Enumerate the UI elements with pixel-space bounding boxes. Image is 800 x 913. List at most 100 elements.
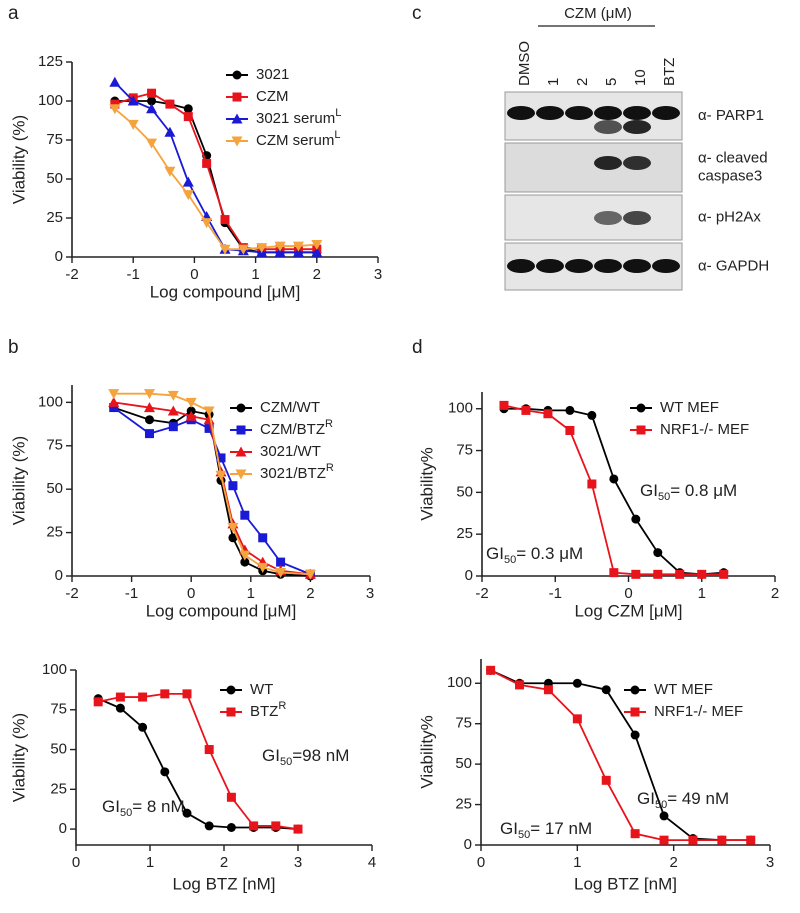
x-tick-label: -2 bbox=[65, 266, 78, 283]
legend-sup: R bbox=[278, 700, 286, 712]
marker bbox=[304, 569, 316, 580]
marker bbox=[138, 692, 148, 702]
legend-name: WT MEF bbox=[654, 681, 713, 698]
marker bbox=[228, 533, 238, 543]
annotation-text: GI bbox=[102, 797, 120, 816]
x-tick-label: 0 bbox=[72, 854, 80, 871]
marker bbox=[256, 243, 268, 254]
y-axis-title: Viability% bbox=[417, 715, 436, 788]
y-tick-label: 0 bbox=[55, 248, 63, 265]
annotation-text: GI bbox=[637, 789, 655, 808]
annotation: GI50=98 nM bbox=[262, 746, 349, 767]
marker bbox=[215, 470, 227, 481]
panel-label: b bbox=[8, 337, 19, 358]
legend-entry: NRF1-/- MEF bbox=[654, 703, 743, 720]
x-axis-title: Log BTZ [nM] bbox=[574, 874, 677, 893]
marker bbox=[609, 568, 619, 578]
marker bbox=[659, 811, 669, 821]
legend-entry: WT MEF bbox=[654, 681, 713, 698]
marker bbox=[182, 689, 192, 699]
blot-band bbox=[594, 259, 622, 273]
blot-column-label: DMSO bbox=[516, 41, 533, 86]
y-tick-label: 50 bbox=[46, 480, 63, 497]
annotation-sub: 50 bbox=[658, 491, 670, 503]
legend-name: NRF1-/- MEF bbox=[654, 703, 743, 720]
marker bbox=[146, 103, 158, 114]
marker bbox=[164, 126, 176, 137]
marker bbox=[164, 166, 176, 177]
blot-row-label: α- cleaved bbox=[698, 149, 768, 166]
y-tick-label: 25 bbox=[50, 780, 67, 797]
marker bbox=[227, 522, 239, 533]
legend-name: 3021 serum bbox=[256, 110, 335, 127]
blot-band bbox=[652, 259, 680, 273]
marker bbox=[204, 423, 214, 433]
y-tick-label: 75 bbox=[46, 131, 63, 148]
panel-label: a bbox=[8, 3, 19, 24]
blot-band bbox=[623, 120, 651, 134]
legend-entry: WT MEF bbox=[660, 399, 719, 416]
marker bbox=[127, 119, 139, 130]
legend-name: NRF1-/- MEF bbox=[660, 421, 749, 438]
legend-entry: BTZR bbox=[250, 700, 286, 720]
blot-strip bbox=[504, 142, 683, 193]
y-axis-title: Viability (%) bbox=[9, 713, 28, 802]
y-tick-label: 75 bbox=[455, 715, 472, 732]
x-tick-label: -1 bbox=[125, 585, 138, 602]
legend-marker bbox=[226, 685, 236, 695]
series-line bbox=[114, 81, 317, 254]
blot-strip bbox=[504, 91, 683, 141]
x-tick-label: 3 bbox=[366, 585, 374, 602]
legend-name: WT bbox=[250, 681, 273, 698]
marker bbox=[144, 429, 154, 439]
marker bbox=[110, 99, 120, 109]
y-tick-label: 100 bbox=[447, 674, 472, 691]
blot-band bbox=[594, 106, 622, 120]
legend-name: CZM/BTZ bbox=[260, 421, 325, 438]
legend-entry: CZM/WT bbox=[260, 399, 320, 416]
legend-marker bbox=[236, 403, 246, 413]
x-tick-label: 0 bbox=[624, 585, 632, 602]
blot-band bbox=[623, 211, 651, 225]
y-tick-label: 100 bbox=[448, 400, 473, 417]
marker bbox=[311, 246, 323, 257]
marker bbox=[147, 88, 157, 98]
marker bbox=[515, 680, 525, 690]
marker bbox=[275, 568, 287, 579]
y-tick-label: 125 bbox=[38, 53, 63, 70]
annotation-rest: =98 nM bbox=[292, 746, 349, 765]
marker bbox=[144, 415, 154, 425]
annotation-sub: 50 bbox=[518, 829, 530, 841]
x-tick-label: 0 bbox=[187, 585, 195, 602]
y-axis-title: Viability (%) bbox=[9, 115, 28, 204]
marker bbox=[587, 410, 597, 420]
y-tick-label: 50 bbox=[455, 755, 472, 772]
blot-band bbox=[565, 106, 593, 120]
marker bbox=[138, 722, 148, 732]
legend-marker bbox=[236, 425, 246, 435]
panel-label: d bbox=[412, 337, 423, 358]
legend-sup: R bbox=[326, 462, 334, 474]
blot-row-label: caspase3 bbox=[698, 167, 762, 184]
legend-marker bbox=[226, 707, 236, 717]
x-tick-label: 3 bbox=[294, 854, 302, 871]
legend-marker bbox=[636, 425, 646, 435]
y-tick-label: 0 bbox=[59, 820, 67, 837]
x-tick-label: -1 bbox=[127, 266, 140, 283]
blot-column-label: 1 bbox=[545, 78, 562, 86]
legend-marker bbox=[231, 136, 243, 147]
annotation: GI50= 8 nM bbox=[102, 797, 185, 818]
x-tick-label: 2 bbox=[771, 585, 779, 602]
blot-band bbox=[536, 106, 564, 120]
marker bbox=[572, 678, 582, 688]
x-tick-label: -1 bbox=[549, 585, 562, 602]
x-tick-label: -2 bbox=[475, 585, 488, 602]
y-tick-label: 25 bbox=[46, 209, 63, 226]
legend-name: CZM bbox=[256, 88, 289, 105]
legend-name: 3021/BTZ bbox=[260, 465, 326, 482]
marker bbox=[486, 665, 496, 675]
x-axis-title: Log compound [μM] bbox=[146, 601, 297, 620]
annotation: GI50= 0.8 μM bbox=[640, 481, 737, 502]
annotation-rest: = 0.8 μM bbox=[670, 481, 737, 500]
legend-sup: L bbox=[334, 129, 340, 141]
